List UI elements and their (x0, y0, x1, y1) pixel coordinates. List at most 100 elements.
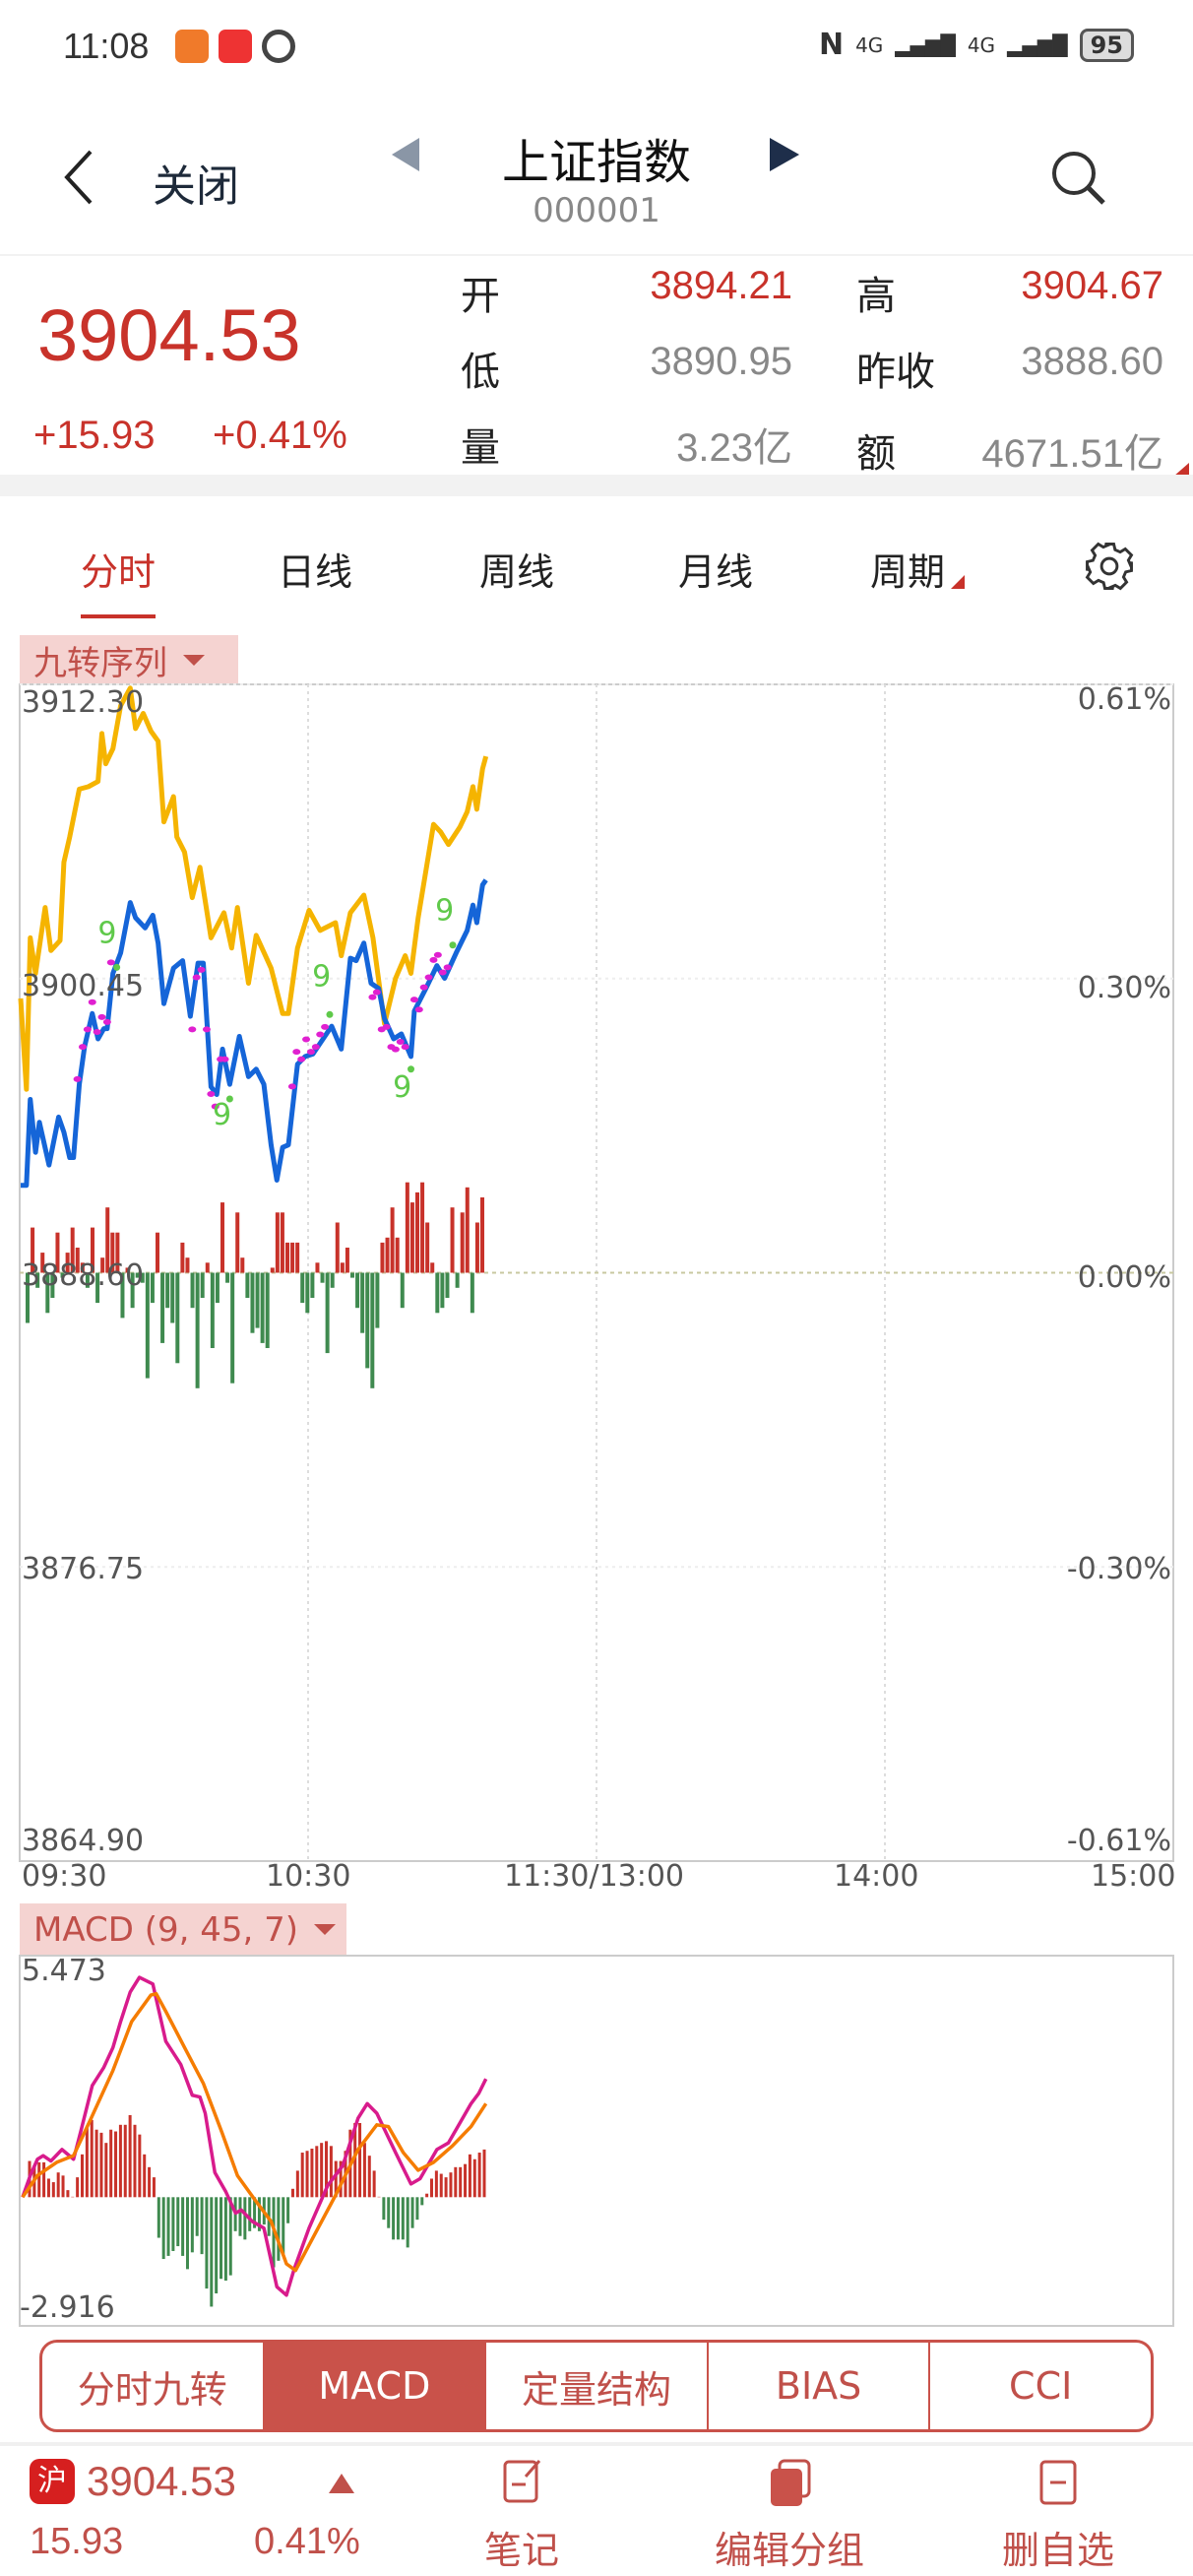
volume-bar (295, 1242, 300, 1273)
y-tick-right: -0.61% (1066, 1824, 1171, 1858)
volume-bar (365, 1272, 370, 1369)
x-tick: 09:30 (22, 1859, 107, 1894)
macd-histogram-bar (410, 2197, 414, 2228)
status-notification-icons (175, 30, 295, 63)
volume-bar (210, 1272, 215, 1348)
volume-bar (195, 1272, 200, 1388)
search-icon[interactable] (1048, 148, 1109, 209)
volume-bar (405, 1182, 409, 1273)
indicator-button-quant-structure[interactable]: 定量结构 (486, 2343, 709, 2429)
volume-bar (145, 1272, 150, 1379)
tab-daily[interactable]: 日线 (277, 550, 352, 594)
td-count-dot (321, 1023, 330, 1030)
td-nine-label: 9 (213, 1098, 231, 1132)
gear-icon[interactable] (1083, 540, 1136, 593)
y-tick-right: 0.00% (1077, 1260, 1171, 1295)
expand-corner-icon[interactable] (1173, 463, 1189, 477)
back-arrow-icon[interactable] (59, 148, 98, 207)
volume-bar (360, 1272, 365, 1333)
volume-bar (420, 1182, 425, 1273)
macd-histogram-bar (305, 2151, 309, 2198)
volume-bar (275, 1212, 280, 1273)
volume-bar (320, 1272, 325, 1283)
open-value: 3894.21 (650, 264, 792, 307)
macd-selector[interactable]: MACD (9, 45, 7) (20, 1903, 346, 1956)
macd-histogram-bar (243, 2197, 247, 2240)
macd-frame (19, 1955, 1174, 2327)
volume-bar (215, 1272, 220, 1304)
td-count-dot (207, 1090, 216, 1097)
td-signal-dot (113, 963, 121, 971)
td-count-dot (102, 1018, 111, 1025)
macd-histogram-bar (277, 2197, 281, 2261)
volume-value: 3.23亿 (676, 426, 792, 470)
td-count-dot (287, 1083, 296, 1090)
volume-bar (60, 1272, 65, 1278)
volume-bar (305, 1272, 310, 1314)
y-tick-right: -0.30% (1066, 1552, 1171, 1586)
macd-histogram-bar (468, 2154, 471, 2198)
market-badge: 沪 (30, 2459, 75, 2504)
prev-close-value: 3888.60 (1021, 340, 1163, 383)
previous-stock-icon[interactable] (392, 138, 421, 171)
macd-histogram-bar (248, 2197, 252, 2231)
volume-bar (290, 1242, 295, 1273)
macd-dea-line (21, 1991, 488, 2273)
macd-histogram-bar (161, 2197, 165, 2260)
td-count-dot (409, 997, 418, 1003)
volume-bar (160, 1272, 165, 1343)
td-nine-label: 9 (97, 917, 116, 951)
volume-bar (100, 1257, 105, 1273)
edit-group-button[interactable]: 编辑分组 (691, 2457, 888, 2576)
close-button[interactable]: 关闭 (153, 161, 239, 212)
volume-bar (185, 1257, 190, 1273)
y-tick-left: 3912.30 (22, 685, 145, 720)
tab-intraday[interactable]: 分时 (80, 550, 156, 594)
volume-bar (355, 1272, 360, 1309)
volume-bar (70, 1227, 75, 1273)
macd-histogram-bar (300, 2153, 304, 2198)
macd-histogram-bar (257, 2197, 261, 2231)
y-tick-right: 0.61% (1077, 682, 1171, 717)
macd-histogram-bar (396, 2197, 400, 2240)
macd-histogram-bar (420, 2197, 424, 2206)
macd-histogram-bar (118, 2124, 122, 2198)
macd-chart[interactable] (19, 1955, 1174, 2327)
volume-bar (45, 1272, 50, 1314)
amount-value: 4671.51亿 (981, 432, 1163, 476)
td-count-dot (97, 1013, 106, 1020)
tab-monthly[interactable]: 月线 (677, 550, 753, 594)
indicator-button-bias[interactable]: BIAS (709, 2343, 931, 2429)
tab-period[interactable]: 周期 (869, 550, 945, 594)
indicator-selector[interactable]: 九转序列 (20, 635, 238, 684)
signal-bars-icon: ▂▄▆█ (1007, 32, 1068, 57)
macd-histogram-bar (425, 2193, 429, 2198)
price-change: +15.93 (33, 414, 156, 457)
volume-bar (175, 1272, 180, 1364)
volume-bar (125, 1267, 130, 1273)
volume-bar (170, 1272, 175, 1323)
indicator-button-fenshi-jiuzhuan[interactable]: 分时九转 (42, 2343, 265, 2429)
volume-bar (455, 1272, 460, 1288)
next-stock-icon[interactable] (770, 138, 799, 171)
volume-bar (440, 1272, 445, 1309)
macd-histogram-bar (210, 2197, 214, 2307)
tab-weekly[interactable]: 周线 (478, 550, 554, 594)
indicator-button-macd[interactable]: MACD (264, 2343, 487, 2429)
remove-watchlist-button[interactable]: 删自选 (960, 2457, 1157, 2576)
macd-histogram-bar (90, 2119, 94, 2198)
macd-histogram-bar (94, 2129, 98, 2198)
price-line (20, 878, 488, 1189)
macd-histogram-bar (401, 2197, 405, 2240)
volume-bar (85, 1272, 90, 1288)
intraday-chart[interactable]: 9 9 9 9 9 (18, 683, 1174, 1862)
app-notification-icon (175, 30, 209, 63)
volume-label: 量 (461, 425, 500, 471)
td-count-dot (88, 998, 96, 1005)
td-count-dot (401, 1044, 409, 1051)
volume-bar (26, 1272, 30, 1323)
notes-button[interactable]: 笔记 (423, 2457, 620, 2576)
volume-bar (395, 1237, 400, 1273)
indicator-button-cci[interactable]: CCI (1009, 2364, 1073, 2408)
volume-bar (150, 1272, 155, 1304)
